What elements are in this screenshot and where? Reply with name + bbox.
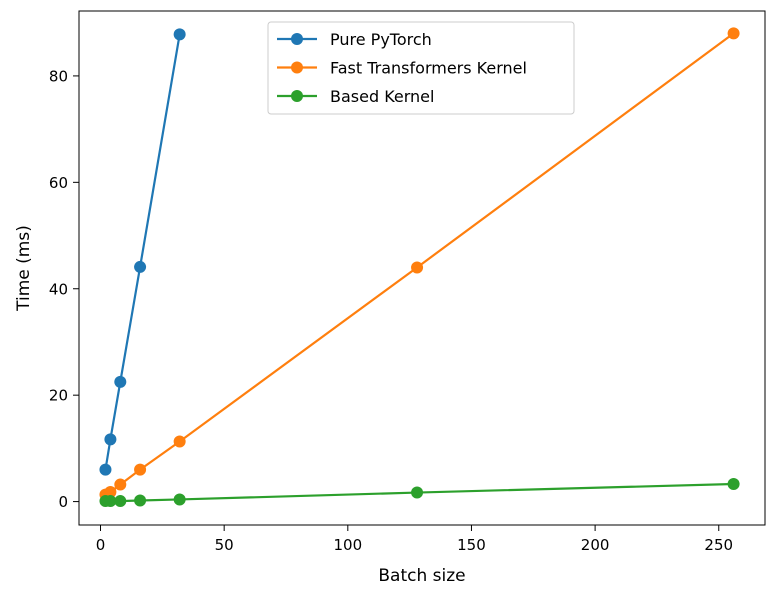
data-point — [114, 478, 127, 491]
x-tick-label: 250 — [704, 536, 733, 554]
data-point — [134, 463, 147, 476]
x-tick-label: 200 — [581, 536, 610, 554]
data-point — [114, 495, 127, 508]
x-tick-label: 100 — [333, 536, 362, 554]
data-point — [134, 260, 147, 273]
legend-marker — [291, 61, 303, 74]
x-tick-label: 0 — [96, 536, 106, 554]
x-tick-label: 50 — [215, 536, 234, 554]
legend-item: Based Kernel — [277, 87, 434, 106]
y-tick-label: 0 — [58, 493, 68, 511]
legend-item: Pure PyTorch — [277, 30, 432, 49]
data-point — [727, 27, 740, 40]
legend-item: Fast Transformers Kernel — [277, 59, 527, 78]
legend-marker — [291, 90, 303, 102]
y-tick-label: 20 — [49, 387, 68, 405]
y-tick-label: 60 — [49, 174, 68, 192]
y-axis-label: Time (ms) — [14, 225, 34, 312]
series-line — [104, 34, 181, 470]
legend-label: Pure PyTorch — [330, 30, 432, 49]
data-point — [99, 463, 112, 476]
series-1 — [99, 27, 740, 501]
x-tick-label: 150 — [457, 536, 486, 554]
data-point — [104, 486, 117, 499]
data-point — [727, 478, 740, 491]
plot-area — [99, 27, 740, 508]
legend-box — [267, 21, 575, 115]
x-axis: 0 50 100 150 200 250 — [96, 525, 733, 554]
data-point — [173, 493, 186, 506]
data-point — [411, 261, 424, 274]
y-tick-label: 80 — [49, 67, 68, 85]
legend-label: Fast Transformers Kernel — [330, 59, 527, 78]
data-point — [134, 494, 147, 507]
data-point — [411, 486, 424, 499]
legend: Pure PyTorch Fast Transformers Kernel Base… — [267, 21, 575, 115]
series-2 — [99, 478, 740, 508]
axes-frame — [78, 10, 766, 526]
series-0 — [99, 28, 186, 476]
data-point — [114, 375, 127, 388]
x-axis-label: Batch size — [378, 566, 465, 586]
legend-label: Based Kernel — [330, 87, 434, 106]
data-point — [173, 435, 186, 448]
legend-marker — [291, 33, 303, 45]
data-point — [104, 433, 117, 446]
data-point — [104, 495, 117, 508]
data-point — [173, 28, 186, 41]
y-tick-label: 40 — [49, 280, 68, 298]
y-axis: 0 20 40 60 80 — [49, 67, 79, 511]
